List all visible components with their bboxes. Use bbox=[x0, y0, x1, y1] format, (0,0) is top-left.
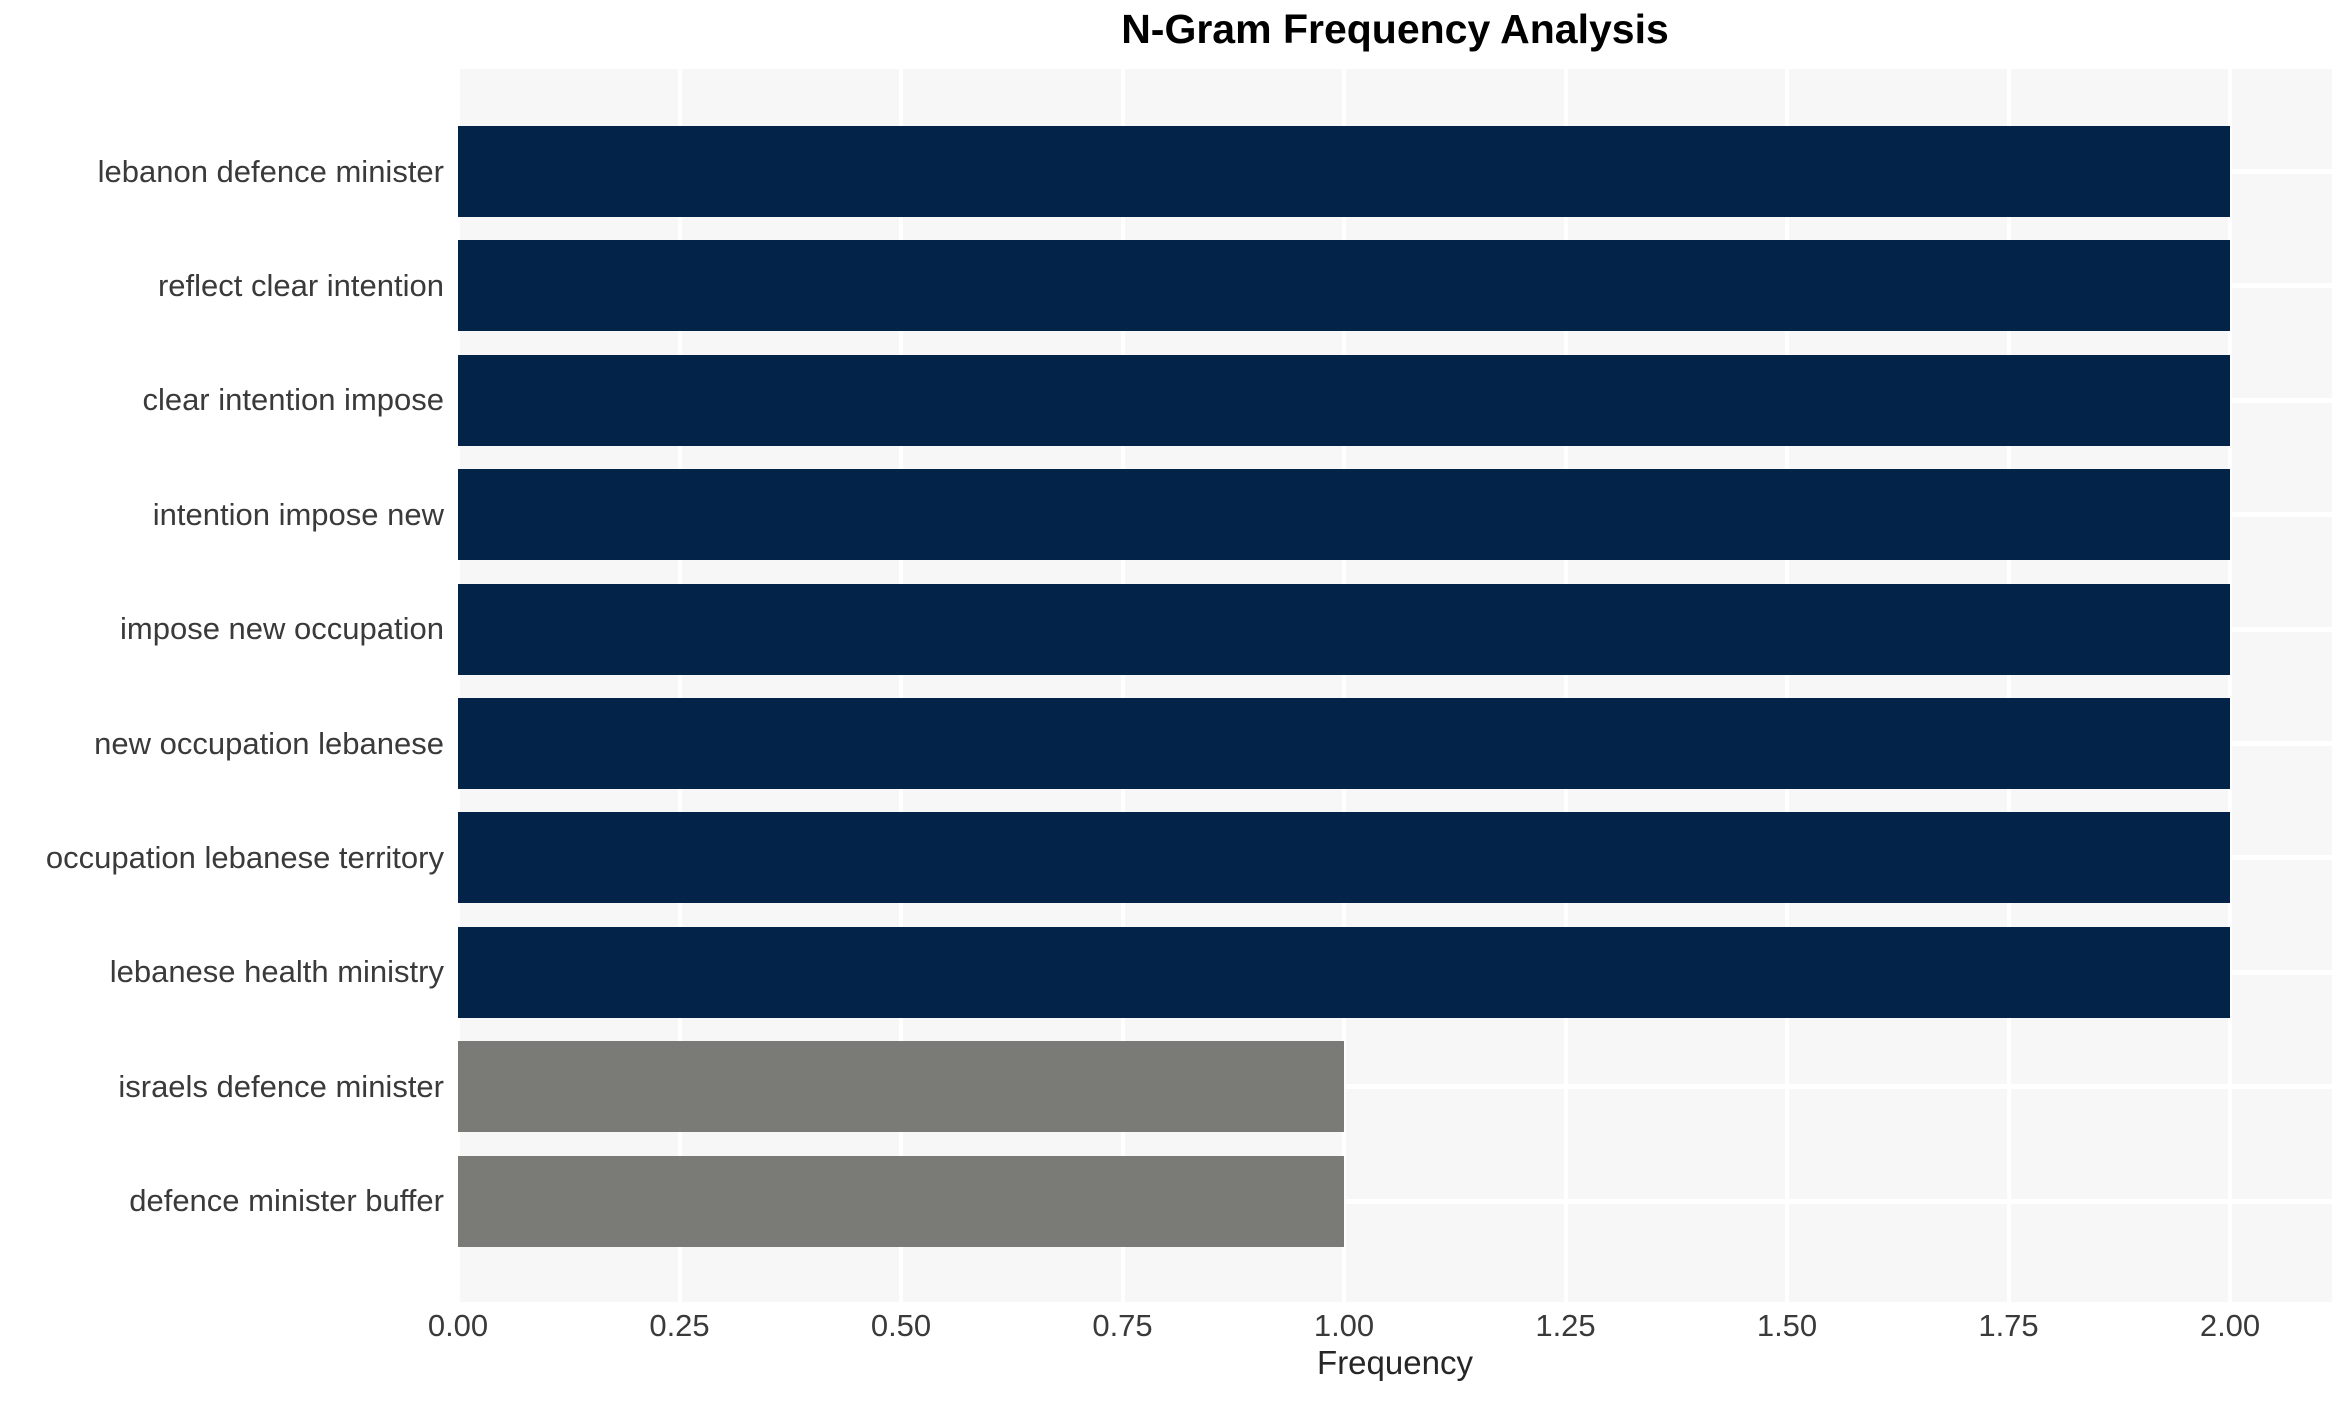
bar-defence-minister-buffer bbox=[458, 1155, 1344, 1247]
x-tick-label: 1.75 bbox=[1978, 1308, 2039, 1343]
bar-lebanese-health-ministry bbox=[458, 926, 2230, 1018]
x-gridline bbox=[677, 69, 682, 1302]
y-gridline bbox=[458, 1198, 2332, 1204]
y-tick-label: lebanon defence minister bbox=[97, 153, 444, 189]
y-tick-label: lebanese health ministry bbox=[109, 954, 444, 990]
x-gridline bbox=[1342, 69, 1346, 1302]
bar-lebanon-defence-minister bbox=[458, 126, 2230, 217]
bar-israels-defence-minister bbox=[458, 1041, 1344, 1133]
x-axis-label: Frequency bbox=[1317, 1344, 1473, 1381]
x-tick-label: 1.00 bbox=[1313, 1308, 1375, 1343]
chart-title: N-Gram Frequency Analysis bbox=[1121, 6, 1669, 52]
x-gridline bbox=[1563, 69, 1568, 1302]
bar-clear-intention-impose bbox=[458, 354, 2230, 446]
x-gridline bbox=[2006, 69, 2011, 1302]
bar-intention-impose-new bbox=[458, 469, 2230, 561]
x-gridline bbox=[1120, 69, 1125, 1302]
plot-area bbox=[458, 69, 2332, 1302]
x-gridline bbox=[458, 69, 460, 1302]
x-tick-label: 1.25 bbox=[1535, 1308, 1596, 1343]
x-tick-label: 0.00 bbox=[427, 1308, 489, 1343]
y-tick-label: clear intention impose bbox=[142, 382, 444, 418]
y-tick-label: intention impose new bbox=[152, 496, 444, 532]
x-tick-label: 2.00 bbox=[2199, 1308, 2261, 1343]
x-gridline bbox=[2228, 69, 2232, 1302]
bar-new-occupation-lebanese bbox=[458, 698, 2230, 789]
x-gridline bbox=[1785, 69, 1789, 1302]
y-tick-label: israels defence minister bbox=[118, 1068, 444, 1104]
x-tick-label: 0.25 bbox=[649, 1308, 710, 1343]
y-tick-label: impose new occupation bbox=[120, 611, 444, 647]
bar-impose-new-occupation bbox=[458, 583, 2230, 675]
y-tick-label: occupation lebanese territory bbox=[45, 839, 444, 875]
x-tick-label: 1.50 bbox=[1756, 1308, 1818, 1343]
x-gridline bbox=[899, 69, 903, 1302]
bar-occupation-lebanese-territory bbox=[458, 812, 2230, 904]
y-tick-label: new occupation lebanese bbox=[94, 725, 444, 761]
bar-reflect-clear-intention bbox=[458, 240, 2230, 332]
x-tick-label: 0.75 bbox=[1092, 1308, 1153, 1343]
x-tick-label: 0.50 bbox=[870, 1308, 932, 1343]
y-gridline bbox=[458, 1084, 2332, 1090]
y-tick-label: reflect clear intention bbox=[157, 267, 444, 303]
y-tick-label: defence minister buffer bbox=[129, 1183, 444, 1219]
